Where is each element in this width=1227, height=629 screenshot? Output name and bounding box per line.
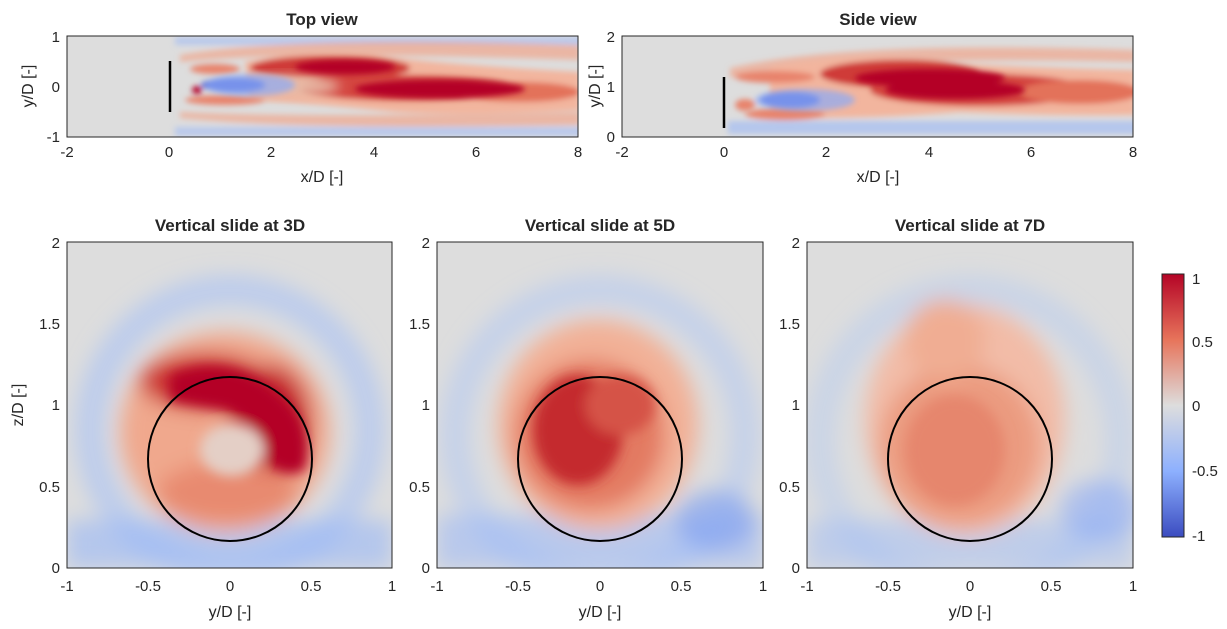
slice-7d-y-ticks: 0 0.5 1 1.5 2 [779, 235, 800, 577]
top-view-x-tick: 2 [267, 144, 275, 161]
slice-3d-title: Vertical slide at 3D [155, 216, 305, 235]
slice-3d-x-tick: 1 [388, 578, 396, 595]
slice-3d-x-tick: 0.5 [301, 578, 322, 595]
top-view-x-tick: 6 [472, 144, 480, 161]
side-view-x-tick: 4 [925, 144, 933, 161]
slice-5d-y-tick: 1.5 [409, 316, 430, 333]
side-view-y-ticks: 0 1 2 [607, 29, 615, 146]
slice-3d-y-tick: 1.5 [39, 316, 60, 333]
slice-5d-heatmap [437, 242, 763, 568]
top-view-axes-box [66, 35, 579, 138]
slice-7d-title: Vertical slide at 7D [895, 216, 1045, 235]
slice-3d-x-ticks: -1 -0.5 0 0.5 1 [60, 578, 396, 595]
slice-3d-heatmap [67, 242, 392, 568]
side-view-y-tick: 0 [607, 129, 615, 146]
colorbar: 1 0.5 0 -0.5 -1 [1161, 271, 1218, 545]
side-view-x-ticks: -2 0 2 4 6 8 [615, 144, 1137, 161]
side-view-axes-box [621, 35, 1134, 138]
slice-7d-axes-box [806, 241, 1134, 569]
side-view-heatmap [622, 36, 1133, 137]
slice-5d-x-tick: 0 [596, 578, 604, 595]
slice-7d-heatmap [807, 242, 1133, 568]
slice-5d-x-axis-label: y/D [-] [579, 604, 622, 621]
side-view-x-tick: -2 [615, 144, 628, 161]
slice-7d-y-tick: 0 [792, 560, 800, 577]
slice-7d-x-tick: 0.5 [1041, 578, 1062, 595]
slice-5d-x-tick: -0.5 [505, 578, 531, 595]
top-view-x-tick: -2 [60, 144, 73, 161]
top-view-x-ticks: -2 0 2 4 6 8 [60, 144, 582, 161]
top-view-y-tick: 0 [52, 79, 60, 96]
slice-5d-x-tick: 1 [759, 578, 767, 595]
slice-3d-x-tick: -0.5 [135, 578, 161, 595]
slice-7d-y-tick: 1.5 [779, 316, 800, 333]
slice-3d-x-tick: 0 [226, 578, 234, 595]
colorbar-tick: 0 [1192, 398, 1200, 415]
colorbar-ticks: 1 0.5 0 -0.5 -1 [1192, 271, 1218, 545]
slice-7d-x-ticks: -1 -0.5 0 0.5 1 [800, 578, 1137, 595]
slice-3d-plot: Vertical slide at 3D -1 -0.5 0 0.5 1 0 0… [10, 216, 396, 621]
top-view-y-ticks: -1 0 1 [47, 29, 60, 146]
slice-3d-y-axis-label: z/D [-] [10, 384, 27, 427]
colorbar-tick: -1 [1192, 528, 1205, 545]
side-view-x-tick: 2 [822, 144, 830, 161]
slice-7d-rotor-circle [887, 376, 1053, 542]
slice-5d-title: Vertical slide at 5D [525, 216, 675, 235]
slice-5d-y-tick: 1 [422, 397, 430, 414]
colorbar-gradient [1161, 273, 1185, 538]
side-view-y-axis-label: y/D [-] [587, 65, 604, 108]
top-view-x-tick: 8 [574, 144, 582, 161]
slice-5d-axes-box [436, 241, 764, 569]
top-view-title: Top view [286, 10, 358, 29]
slice-5d-y-tick: 0.5 [409, 479, 430, 496]
slice-3d-x-axis-label: y/D [-] [209, 604, 252, 621]
top-view-heatmap [67, 36, 578, 137]
slice-7d-x-tick: 0 [966, 578, 974, 595]
top-view-y-axis-label: y/D [-] [20, 65, 37, 108]
slice-7d-x-tick: 1 [1129, 578, 1137, 595]
colorbar-tick: 0.5 [1192, 334, 1213, 351]
slice-5d-y-tick: 0 [422, 560, 430, 577]
side-view-x-tick: 6 [1027, 144, 1035, 161]
slice-3d-y-tick: 0.5 [39, 479, 60, 496]
top-view-y-tick: -1 [47, 129, 60, 146]
top-view-x-axis-label: x/D [-] [301, 169, 344, 186]
top-view-x-tick: 0 [165, 144, 173, 161]
slice-7d-x-tick: -1 [800, 578, 813, 595]
side-view-plot: Side view -2 0 2 4 6 8 0 1 2 x/D [-] y/D… [587, 10, 1137, 186]
slice-7d-plot: Vertical slide at 7D -1 -0.5 0 0.5 1 0 0… [779, 216, 1137, 621]
slice-5d-plot: Vertical slide at 5D -1 -0.5 0 0.5 1 0 0… [409, 216, 767, 621]
slice-5d-x-tick: -1 [430, 578, 443, 595]
slice-7d-y-tick: 1 [792, 397, 800, 414]
slice-3d-y-tick: 2 [52, 235, 60, 252]
top-view-x-tick: 4 [370, 144, 378, 161]
slice-3d-axes-box [66, 241, 393, 569]
side-view-title: Side view [839, 10, 917, 29]
slice-5d-x-tick: 0.5 [671, 578, 692, 595]
slice-7d-y-tick: 0.5 [779, 479, 800, 496]
top-view-plot: Top view -2 0 2 4 6 8 -1 0 1 x/D [-] y/D… [20, 10, 582, 186]
colorbar-tick: -0.5 [1192, 463, 1218, 480]
slice-7d-x-axis-label: y/D [-] [949, 604, 992, 621]
side-view-x-tick: 0 [720, 144, 728, 161]
slice-3d-x-tick: -1 [60, 578, 73, 595]
slice-5d-x-ticks: -1 -0.5 0 0.5 1 [430, 578, 767, 595]
slice-5d-y-tick: 2 [422, 235, 430, 252]
slice-3d-rotor-circle [147, 376, 313, 542]
top-view-y-tick: 1 [52, 29, 60, 46]
slice-5d-rotor-circle [517, 376, 683, 542]
slice-3d-y-tick: 1 [52, 397, 60, 414]
slice-3d-y-ticks: 0 0.5 1 1.5 2 [39, 235, 60, 577]
slice-3d-y-tick: 0 [52, 560, 60, 577]
side-view-y-tick: 1 [607, 79, 615, 96]
slice-7d-x-tick: -0.5 [875, 578, 901, 595]
slice-7d-y-tick: 2 [792, 235, 800, 252]
colorbar-tick: 1 [1192, 271, 1200, 288]
slice-5d-y-ticks: 0 0.5 1 1.5 2 [409, 235, 430, 577]
side-view-x-tick: 8 [1129, 144, 1137, 161]
side-view-y-tick: 2 [607, 29, 615, 46]
side-view-x-axis-label: x/D [-] [857, 169, 900, 186]
